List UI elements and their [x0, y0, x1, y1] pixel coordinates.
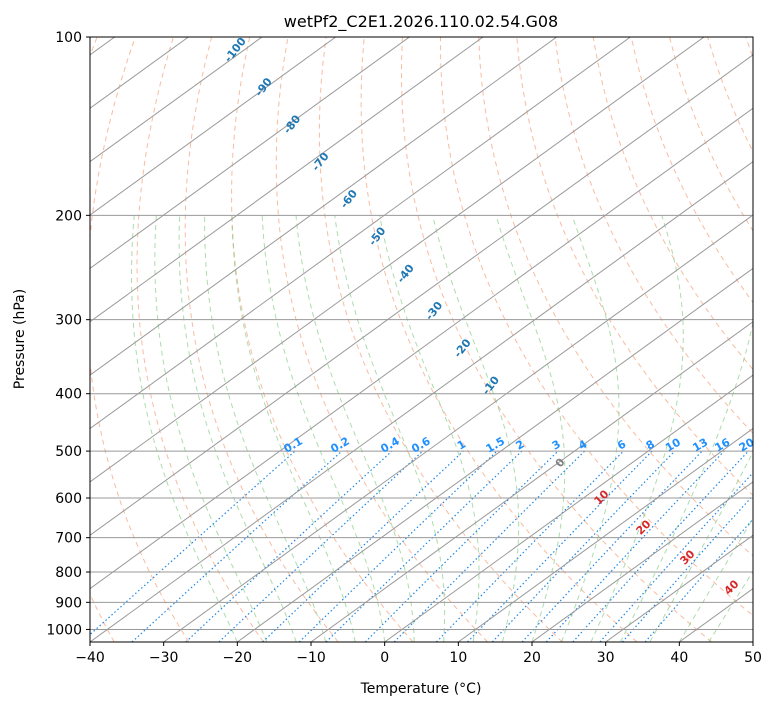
y-tick-label: 500 — [55, 444, 82, 460]
moist-adiabat-line — [204, 215, 327, 642]
moist-adiabat-line — [561, 215, 620, 642]
isotherm-line — [458, 427, 753, 642]
x-tick-label: −10 — [296, 650, 326, 666]
y-tick-label: 1000 — [46, 622, 82, 638]
skewed-isotherms — [90, 37, 753, 642]
moist-adiabat-line — [379, 215, 480, 642]
isotherm-line — [605, 534, 753, 642]
y-tick-label: 300 — [55, 313, 82, 329]
mixing-ratio-line — [262, 450, 464, 642]
x-tick-label: 20 — [523, 650, 541, 666]
y-axis-label: Pressure (hPa) — [12, 289, 28, 389]
isotherm-line — [90, 37, 484, 323]
isotherm-line — [237, 267, 753, 642]
moist-adiabat-line — [590, 215, 684, 642]
plot-frame — [89, 36, 754, 643]
dry-adiabat-line — [184, 37, 339, 642]
x-tick-label: 40 — [670, 650, 688, 666]
mixing-ratio-line — [364, 450, 559, 642]
x-tick-label: −30 — [149, 650, 179, 666]
isotherm-line — [384, 374, 753, 642]
plot-area: -100-90-80-70-60-50-40-30-20-1000.1 0.2 0.… — [90, 37, 757, 642]
dry-adiabat-line — [136, 37, 264, 642]
isotherm-line — [90, 107, 753, 590]
isotherm-line — [90, 37, 631, 430]
y-axis-ticks: 100 200 300 400 500 600 700 800 900 1000 — [46, 30, 90, 638]
moist-adiabat-line — [495, 215, 566, 642]
moist-adiabat-line — [154, 215, 268, 642]
isotherm-line — [90, 37, 410, 270]
isotherm-line — [310, 321, 753, 642]
y-tick-label: 200 — [55, 208, 82, 224]
isotherm-line — [90, 37, 336, 216]
mixing-ratio-line — [545, 450, 725, 642]
mixing-ratio-label: 20 — [737, 435, 757, 454]
y-tick-label: 100 — [55, 30, 82, 46]
x-tick-label: −20 — [223, 650, 253, 666]
isotherm-line — [90, 54, 753, 536]
mixing-ratio-line — [90, 450, 296, 636]
dry-adiabat-line — [478, 37, 753, 557]
isotherm-line — [90, 37, 263, 163]
mixing-ratio-line — [467, 450, 653, 642]
moist-adiabat-line — [334, 215, 446, 642]
x-tick-label: 30 — [597, 650, 615, 666]
dry-adiabat-line — [630, 37, 753, 304]
moist-adiabats — [131, 215, 753, 642]
mixing-ratio-line — [325, 450, 523, 642]
y-tick-label: 900 — [55, 595, 82, 611]
dry-adiabat-line — [440, 37, 753, 617]
mixing-ratio-line — [572, 450, 749, 642]
moist-adiabat-line — [231, 215, 356, 642]
mixing-ratio-line — [521, 450, 703, 642]
x-tick-label: 10 — [449, 650, 467, 666]
dry-adiabat-line — [360, 37, 638, 642]
mixing-ratio-line — [435, 450, 624, 642]
mixing-ratio-line — [621, 494, 753, 642]
x-axis-label: Temperature (°C) — [360, 681, 482, 697]
mixing-ratio-line — [491, 450, 676, 642]
x-tick-label: −40 — [75, 650, 105, 666]
moist-adiabat-line — [261, 215, 386, 642]
dry-adiabat-line — [90, 37, 115, 642]
isotherm-line — [163, 214, 753, 642]
mixing-ratio-line — [298, 450, 498, 642]
dry-adiabat-line — [275, 37, 488, 642]
moist-adiabat-line — [432, 215, 520, 642]
moist-adiabat-line — [295, 215, 415, 642]
moist-adiabat-line — [178, 215, 297, 642]
isotherm-line — [90, 37, 705, 483]
dry-adiabat-line — [554, 37, 753, 435]
dry-adiabat-line — [592, 37, 753, 371]
y-tick-label: 700 — [55, 531, 82, 547]
x-tick-label: 0 — [380, 650, 389, 666]
mixing-ratio-line — [185, 450, 393, 642]
x-tick-label: 50 — [744, 650, 762, 666]
y-tick-label: 400 — [55, 387, 82, 403]
isotherm-line — [90, 161, 753, 642]
x-axis-ticks: −40 −30 −20 −10 0 10 20 30 40 50 — [75, 642, 762, 666]
isotherm-line — [531, 481, 753, 642]
moist-adiabat-line — [619, 320, 753, 642]
y-tick-label: 800 — [55, 565, 82, 581]
pressure-gridlines — [90, 37, 753, 630]
dry-adiabat-line — [90, 37, 190, 642]
isotherm-line — [90, 37, 557, 376]
chart-title: wetPf2_C2E1.2026.110.02.54.G08 — [284, 12, 558, 32]
y-tick-label: 600 — [55, 491, 82, 507]
moist-adiabat-line — [131, 215, 238, 642]
mixing-ratio-line — [599, 471, 753, 642]
